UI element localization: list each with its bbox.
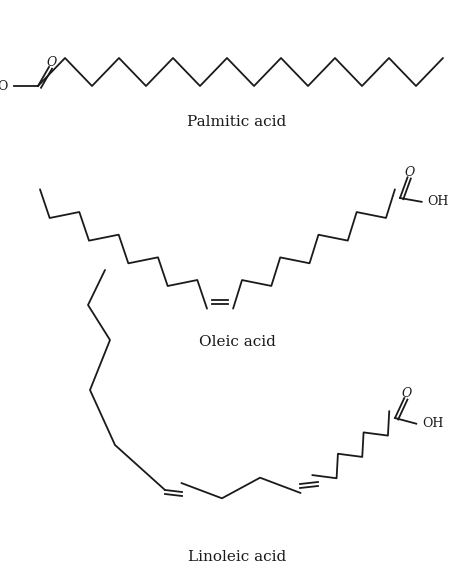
Text: Linoleic acid: Linoleic acid bbox=[188, 550, 286, 564]
Text: OH: OH bbox=[428, 196, 449, 208]
Text: OH: OH bbox=[422, 417, 444, 430]
Text: HO: HO bbox=[0, 80, 9, 92]
Text: O: O bbox=[404, 166, 414, 179]
Text: O: O bbox=[46, 56, 56, 69]
Text: Oleic acid: Oleic acid bbox=[199, 335, 275, 349]
Text: Palmitic acid: Palmitic acid bbox=[187, 115, 287, 129]
Text: O: O bbox=[401, 387, 411, 400]
